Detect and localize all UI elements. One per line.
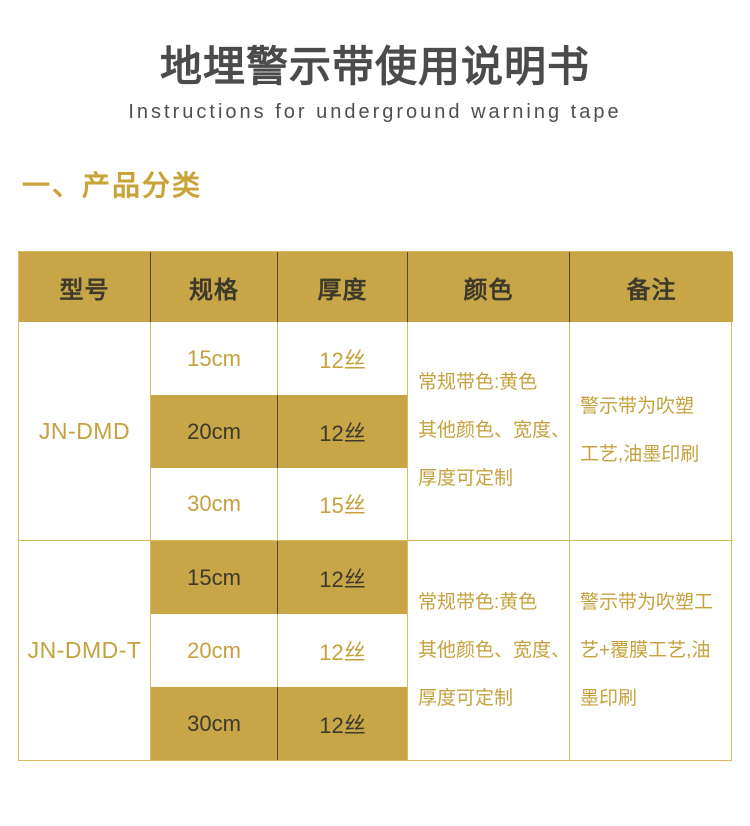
product-classification-table: 型号 规格 厚度 颜色 备注 JN-DMD 15cm 12丝 常规带色:黄色 其… xyxy=(18,251,733,762)
section-heading-product-classification: 一、产品分类 xyxy=(22,170,203,202)
remark-cell: 警示带为吹塑工 艺+覆膜工艺,油 墨印刷 xyxy=(580,591,714,709)
page-title: 地埋警示带使用说明书 xyxy=(159,43,590,90)
spec-cell: 15cm xyxy=(151,541,278,615)
color-note-cell: 常规带色:黄色 其他颜色、宽度、 厚度可定制 xyxy=(408,322,570,542)
spec-cell: 30cm xyxy=(151,687,278,761)
column-header-thickness: 厚度 xyxy=(278,252,408,323)
spec-cell: 15cm xyxy=(151,322,278,396)
table-row: 20cm 12丝 xyxy=(19,614,733,688)
remark-cell: 警示带为吹塑 工艺,油墨印刷 xyxy=(570,322,733,542)
thickness-cell: 12丝 xyxy=(278,614,408,688)
spec-cell: 30cm xyxy=(151,468,278,542)
table-row: JN-DMD 15cm 12丝 常规带色:黄色 其他颜色、宽度、 厚度可定制 警… xyxy=(19,322,733,542)
spec-cell: 20cm xyxy=(151,395,278,469)
thickness-cell: 12丝 xyxy=(278,395,408,469)
table-row: 30cm 12丝 xyxy=(19,687,733,761)
thickness-cell: 12丝 xyxy=(278,687,408,761)
column-header-spec: 规格 xyxy=(151,252,278,323)
color-note-cell: 常规带色:黄色 其他颜色、宽度、 厚度可定制 xyxy=(408,541,570,761)
column-header-remark: 备注 xyxy=(570,252,733,323)
model-cell-jn-dmd-t: JN-DMD-T xyxy=(19,541,151,761)
page-subtitle: Instructions for underground warning tap… xyxy=(128,101,622,124)
spec-cell: 20cm xyxy=(151,614,278,688)
model-cell-jn-dmd: JN-DMD xyxy=(19,322,151,542)
table-row: 30cm 15丝 xyxy=(19,468,733,542)
table-header-row: 型号 规格 厚度 颜色 备注 xyxy=(19,252,733,323)
table-row: 20cm 12丝 xyxy=(19,395,733,469)
thickness-cell: 15丝 xyxy=(278,468,408,542)
thickness-cell: 12丝 xyxy=(278,541,408,615)
thickness-cell: 12丝 xyxy=(278,322,408,396)
column-header-color: 颜色 xyxy=(408,252,570,323)
table-row: JN-DMD-T 15cm 12丝 常规带色:黄色 其他颜色、宽度、 厚度可定制… xyxy=(19,541,733,761)
column-header-model: 型号 xyxy=(19,252,151,323)
